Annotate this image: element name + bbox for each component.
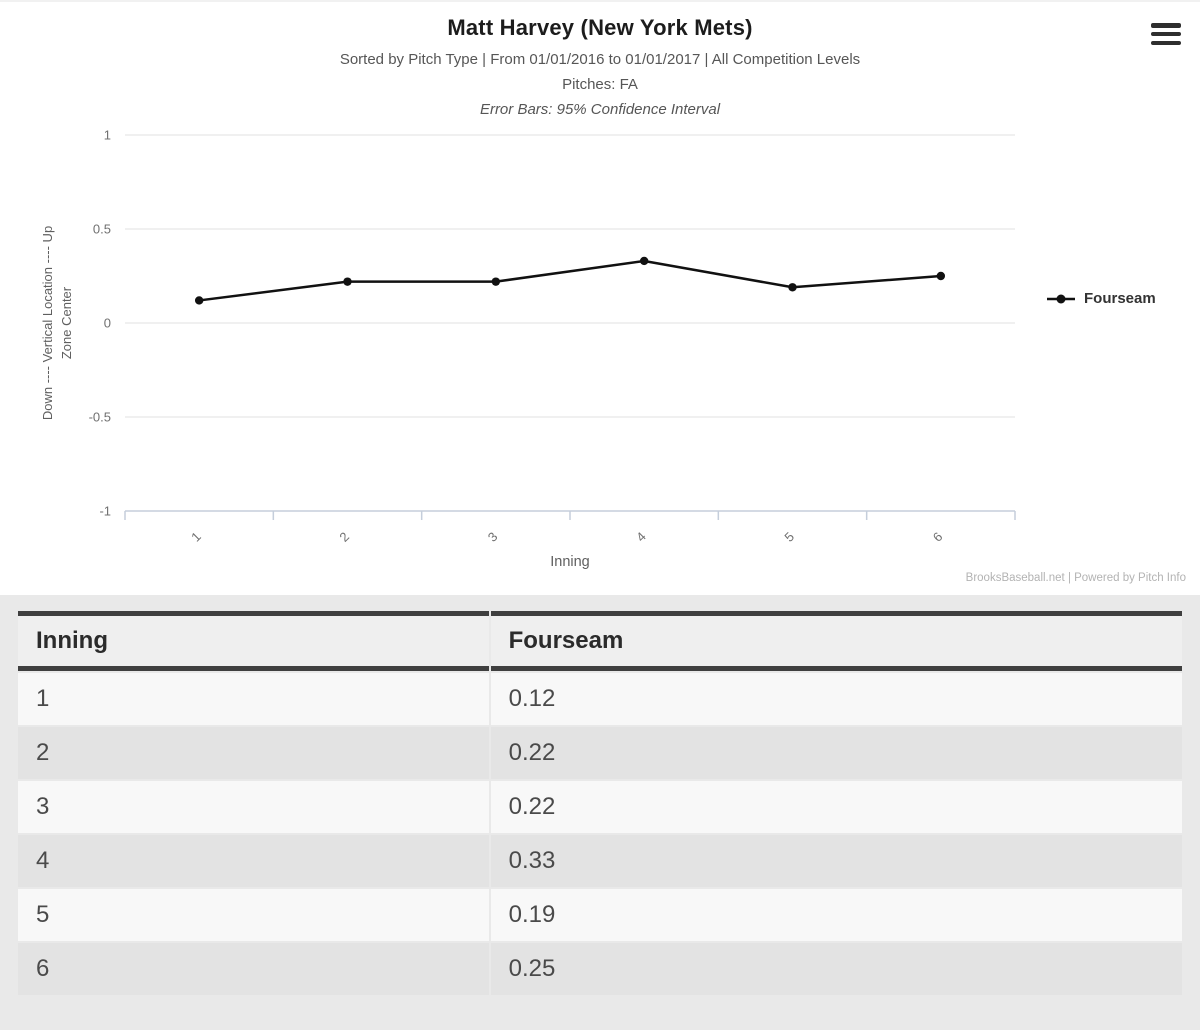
table-row: 6 0.25 xyxy=(18,943,1182,995)
table-row: 1 0.12 xyxy=(18,673,1182,725)
y-tick-label: 0.5 xyxy=(93,222,111,237)
cell-inning: 6 xyxy=(18,943,489,995)
chart-subtitle-filters: Sorted by Pitch Type | From 01/01/2016 t… xyxy=(339,51,861,68)
line-chart: 1 0.5 0 -0.5 -1 1 2 3 4 5 6 Inning Down ---- Vertica… xyxy=(40,128,1016,570)
data-point[interactable] xyxy=(343,277,352,286)
data-point[interactable] xyxy=(194,296,204,305)
column-header-fourseam: Fourseam xyxy=(490,611,1182,671)
cell-fourseam: 0.33 xyxy=(490,835,1182,887)
x-tick-label: 4 xyxy=(633,529,649,545)
hamburger-icon xyxy=(1151,40,1181,45)
plot-area: 1 0.5 0 -0.5 -1 1 2 3 4 5 6 Inning Down ---- Vertica… xyxy=(0,114,1200,574)
y-tick-label: 1 xyxy=(104,128,111,143)
x-axis-title: Inning xyxy=(550,554,590,570)
cell-inning: 5 xyxy=(18,889,489,941)
x-tick-label: 3 xyxy=(485,529,501,545)
cell-fourseam: 0.12 xyxy=(490,673,1182,725)
cell-fourseam: 0.25 xyxy=(490,943,1182,995)
data-point[interactable] xyxy=(788,283,797,292)
legend-line-dot-icon xyxy=(1047,294,1075,303)
y-tick-label: -0.5 xyxy=(89,410,111,425)
chart-subtitle-errorbars: Error Bars: 95% Confidence Interval xyxy=(479,101,721,118)
x-tick-label: 2 xyxy=(336,529,352,545)
hamburger-icon xyxy=(1151,31,1181,37)
data-point[interactable] xyxy=(491,277,501,286)
chart-subtitle-pitches: Pitches: FA xyxy=(562,76,638,93)
series-line-fourseam[interactable] xyxy=(199,259,941,302)
x-tick-label: 6 xyxy=(930,529,946,545)
chart-title: Matt Harvey (New York Mets) xyxy=(447,15,753,40)
data-point[interactable] xyxy=(936,271,946,281)
cell-fourseam: 0.19 xyxy=(490,889,1182,941)
table-row: 2 0.22 xyxy=(18,727,1182,779)
cell-inning: 4 xyxy=(18,835,489,887)
table-row: 3 0.22 xyxy=(18,781,1182,833)
cell-inning: 1 xyxy=(18,673,489,725)
column-header-inning: Inning xyxy=(18,611,489,671)
y-tick-label: -1 xyxy=(99,504,111,519)
y-axis-title-line2: Zone Center xyxy=(59,286,74,359)
table-header-row: Inning Fourseam xyxy=(18,611,1182,671)
chart-context-menu-button[interactable] xyxy=(1150,21,1182,47)
table-row: 4 0.33 xyxy=(18,835,1182,887)
cell-fourseam: 0.22 xyxy=(490,781,1182,833)
data-table-section: Inning Fourseam 1 0.12 2 0.22 3 0.22 4 0.33 5 0.1… xyxy=(0,595,1200,1030)
cell-fourseam: 0.22 xyxy=(490,727,1182,779)
legend-label: Fourseam xyxy=(1084,290,1156,307)
y-tick-label: 0 xyxy=(104,316,111,331)
y-axis-title-line1: Down ---- Vertical Location ---- Up xyxy=(40,226,55,420)
chart-section: Matt Harvey (New York Mets) Sorted by Pi… xyxy=(0,0,1200,584)
credit-text[interactable]: BrooksBaseball.net | Powered by Pitch In… xyxy=(965,572,1186,584)
legend-item-fourseam[interactable]: Fourseam xyxy=(1046,290,1156,307)
data-point[interactable] xyxy=(639,256,649,266)
cell-inning: 2 xyxy=(18,727,489,779)
x-tick-label: 1 xyxy=(188,529,204,545)
table-row: 5 0.19 xyxy=(18,889,1182,941)
cell-inning: 3 xyxy=(18,781,489,833)
data-table: Inning Fourseam 1 0.12 2 0.22 3 0.22 4 0.33 5 0.1… xyxy=(16,609,1184,997)
hamburger-icon xyxy=(1151,23,1181,28)
x-tick-label: 5 xyxy=(781,529,797,545)
